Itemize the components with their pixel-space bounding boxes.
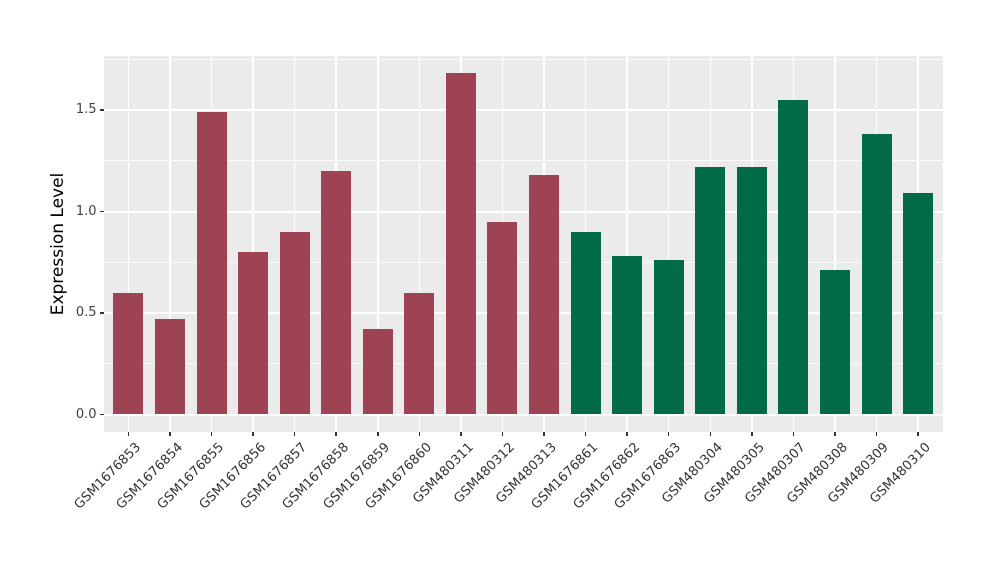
bar-GSM1676862 (612, 256, 643, 415)
x-tick-mark (418, 431, 421, 436)
bar-GSM480308 (819, 270, 850, 415)
bar-GSM480311 (445, 73, 476, 415)
bar-GSM1676863 (653, 260, 684, 415)
bar-GSM1676860 (404, 292, 435, 415)
bar-GSM480312 (487, 221, 518, 415)
x-tick-mark (709, 431, 712, 436)
x-tick-mark (169, 431, 171, 436)
x-tick-mark (460, 431, 462, 436)
x-tick-mark (667, 431, 670, 436)
x-tick-mark (293, 431, 296, 436)
gridline-vertical (252, 56, 254, 432)
x-tick-mark (501, 431, 504, 436)
gridline-vertical (418, 56, 421, 432)
y-tick-mark (99, 312, 104, 314)
gridline-vertical (626, 56, 628, 432)
y-tick-mark (99, 109, 104, 111)
y-tick-label: 0.0 (75, 406, 97, 422)
x-tick-mark (834, 431, 836, 436)
bar-GSM1676853 (113, 292, 144, 415)
gridline-minor (103, 160, 943, 162)
x-tick-mark (335, 431, 337, 436)
gridline-major (103, 109, 943, 111)
bar-GSM1676857 (279, 231, 310, 415)
y-axis-title: Expression Level (48, 172, 68, 316)
x-tick-mark (377, 431, 379, 436)
y-tick-label: 0.5 (75, 305, 97, 320)
gridline-minor (103, 261, 943, 263)
plot-panel (103, 56, 943, 432)
y-tick-label: 1.0 (75, 203, 97, 219)
x-tick-mark (917, 431, 919, 436)
x-tick-mark (543, 431, 545, 436)
x-tick-mark (252, 431, 254, 436)
gridline-vertical (169, 56, 171, 432)
gridline-major (103, 312, 943, 314)
gridline-vertical (667, 56, 670, 432)
gridline-minor (103, 363, 943, 365)
bar-GSM480313 (529, 174, 560, 415)
gridline-vertical (127, 56, 130, 432)
gridline-major (103, 210, 943, 213)
x-tick-mark (792, 431, 795, 436)
x-tick-mark (210, 431, 213, 436)
y-tick-mark (99, 413, 104, 416)
bar-GSM1676855 (196, 112, 227, 415)
bar-GSM480305 (736, 166, 767, 415)
bar-GSM1676859 (362, 329, 393, 415)
y-tick-label: 1.5 (75, 102, 97, 117)
gridline-vertical (834, 56, 836, 432)
bar-GSM480310 (903, 193, 934, 415)
x-tick-mark (875, 431, 878, 436)
bar-GSM1676861 (570, 231, 601, 415)
bar-GSM1676858 (321, 170, 352, 415)
gridline-vertical (377, 56, 379, 432)
gridline-major (103, 413, 943, 416)
y-tick-mark (99, 210, 104, 213)
gridline-minor (103, 58, 943, 60)
bar-GSM1676854 (154, 319, 185, 415)
bar-GSM480307 (778, 99, 809, 415)
x-tick-mark (626, 431, 628, 436)
bar-GSM1676856 (238, 252, 269, 415)
bar-GSM480304 (695, 166, 726, 415)
bar-GSM480309 (861, 134, 892, 415)
x-tick-mark (584, 431, 587, 436)
x-tick-mark (127, 431, 130, 436)
x-tick-mark (751, 431, 753, 436)
